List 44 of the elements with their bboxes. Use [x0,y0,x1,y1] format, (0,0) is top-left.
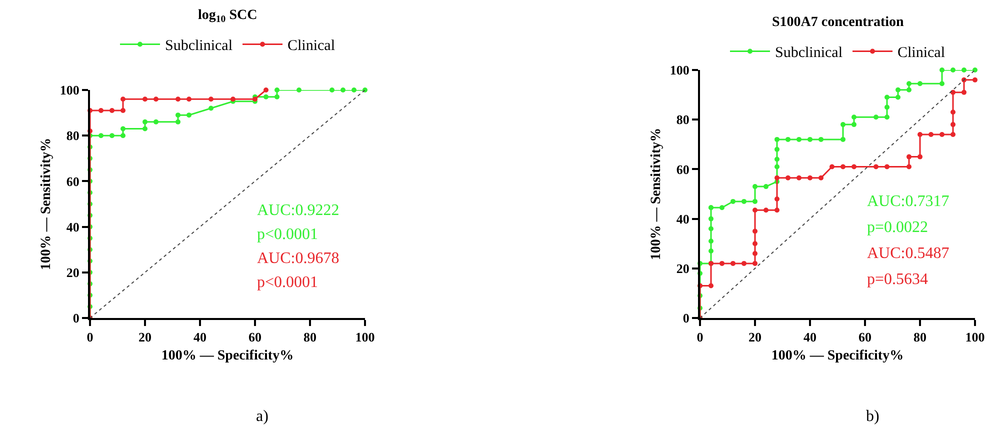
annotation: AUC:0.5487 [867,245,950,262]
y-tick-label: 40 [66,219,80,234]
x-tick-label: 40 [804,330,816,345]
text: b) [866,408,880,425]
text: a) [256,408,268,425]
annotation: AUC:0.9222 [257,202,340,219]
y-tick-label: 0 [72,310,80,326]
y-tick-label: 80 [66,128,80,144]
x-axis-title: 100% — Specificity% [161,348,294,364]
x-tick-label: 20 [138,330,152,345]
x-tick-label: 0 [696,330,704,345]
y-axis-title: 100% — Sensitivity% [649,128,664,260]
legend-label: Subclinical [775,45,842,62]
x-tick-label: 60 [858,330,872,345]
y-tick-label: 40 [676,211,690,226]
legend-label: Clinical [288,38,335,54]
annotation: AUC:0.9678 [257,250,340,267]
y-axis-title: 100% — Sensitivity% [39,138,54,270]
x-tick-label: 80 [304,330,316,345]
x-tick-label: 40 [194,330,206,345]
y-tick-label: 100 [670,62,690,78]
x-tick-label: 100 [355,330,375,345]
y-tick-label: 80 [676,112,690,128]
x-tick-label: 20 [748,330,762,345]
chart-title: log$_{10}$ SCC [198,8,258,25]
annotation: p<0.0001 [257,226,318,243]
y-tick-label: 20 [66,264,80,280]
legend-label: Subclinical [165,38,232,54]
x-axis-title: 100% — Specificity% [771,348,904,364]
x-tick-label: 0 [86,330,94,345]
y-tick-label: 20 [676,260,690,276]
annotation: AUC:0.7317 [867,193,950,210]
x-tick-label: 100 [965,330,985,345]
chart-title: S100A7 concentration [772,15,904,30]
x-tick-label: 80 [914,330,926,345]
y-tick-label: 60 [66,174,80,189]
legend-label: Clinical [898,45,945,62]
y-tick-label: 60 [676,162,690,177]
y-tick-label: 100 [60,82,80,98]
x-tick-label: 60 [248,330,262,345]
annotation: p=0.5634 [867,271,928,288]
annotation: p<0.0001 [257,274,318,291]
y-tick-label: 0 [682,310,690,326]
annotation: p=0.0022 [867,219,928,236]
